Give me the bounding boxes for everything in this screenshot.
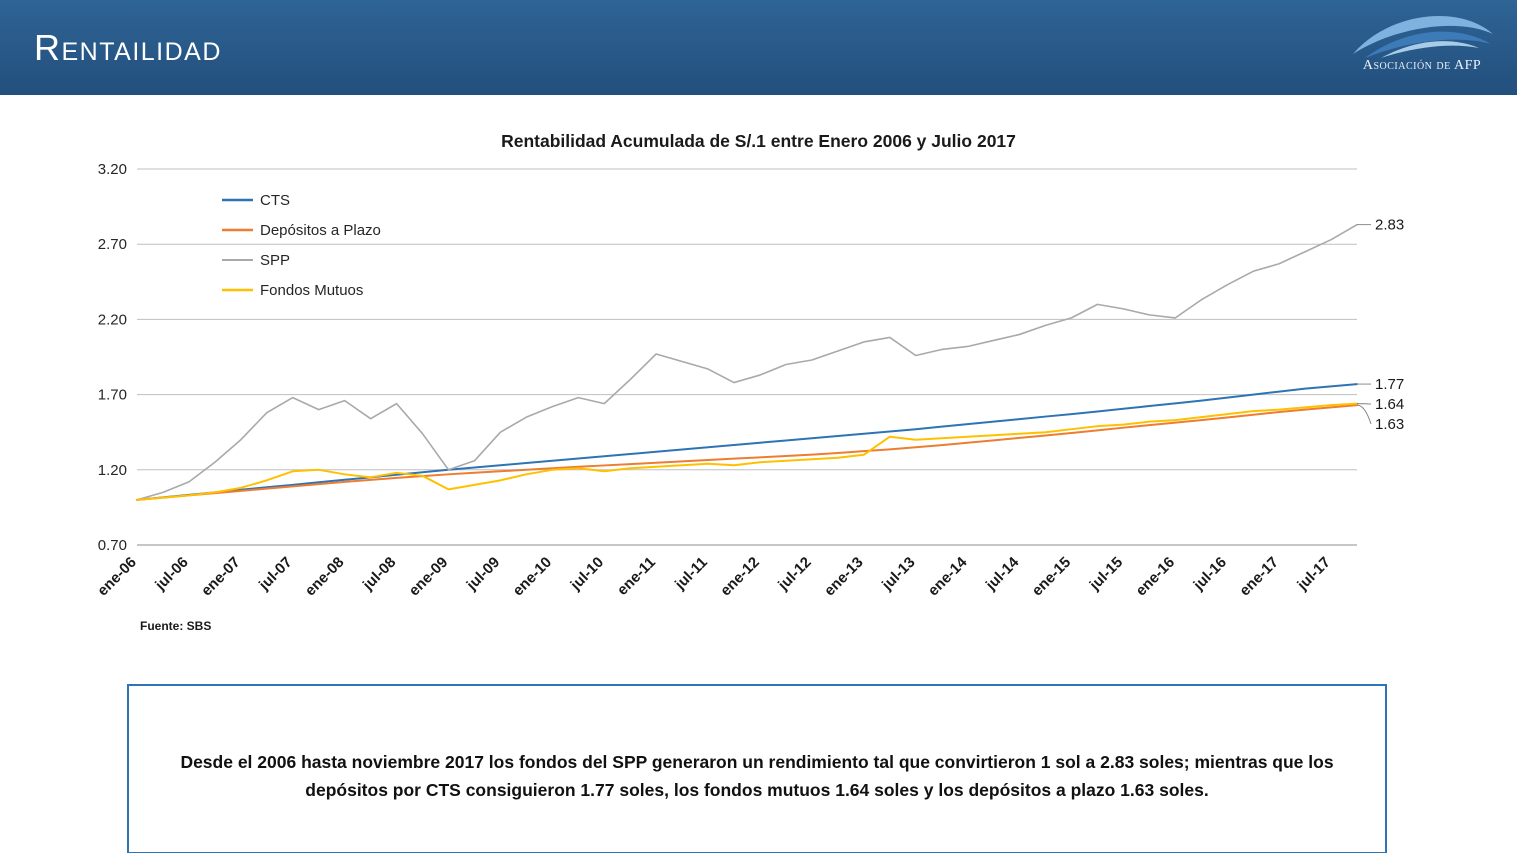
x-tick-label: ene-12 [717, 554, 763, 600]
summary-note-box: Desde el 2006 hasta noviembre 2017 los f… [127, 684, 1387, 853]
legend-label: CTS [260, 192, 290, 209]
series-line-fondos-mutuos [136, 402, 1358, 501]
x-tick-label: ene-14 [925, 553, 971, 599]
x-tick-label: jul-17 [1293, 554, 1333, 594]
series-line-spp [136, 223, 1358, 501]
x-tick-label: jul-07 [255, 554, 295, 594]
afp-logo-text: Asociación de AFP [1362, 58, 1482, 73]
chart-source: Fuente: SBS [140, 619, 212, 633]
y-tick-label: 2.70 [98, 236, 127, 253]
x-tick-label: jul-10 [567, 554, 607, 594]
x-tick-label: jul-15 [1086, 554, 1126, 594]
x-tick-label: ene-13 [821, 554, 867, 600]
x-tick-label: jul-12 [774, 554, 814, 594]
x-tick-label: jul-08 [359, 554, 399, 594]
header-bar: Rentailidad Asociación de AFP [0, 0, 1517, 95]
legend-label: Depósitos a Plazo [260, 222, 381, 239]
series-line-depósitos-a-plazo [136, 404, 1358, 501]
x-tick-label: ene-17 [1236, 554, 1282, 600]
y-tick-label: 2.20 [98, 311, 127, 328]
x-tick-label: jul-13 [878, 554, 918, 594]
x-tick-label: jul-06 [151, 554, 191, 594]
x-tick-label: jul-09 [463, 554, 503, 594]
x-tick-label: ene-16 [1132, 554, 1178, 600]
x-tick-label: ene-08 [302, 554, 348, 600]
x-tick-label: ene-07 [198, 554, 244, 600]
summary-note-text: Desde el 2006 hasta noviembre 2017 los f… [180, 752, 1334, 800]
end-label-leader [1356, 404, 1372, 425]
end-value-label: 2.83 [1375, 217, 1404, 234]
chart-title: Rentabilidad Acumulada de S/.1 entre Ene… [501, 131, 1016, 151]
page-title: Rentailidad [34, 26, 222, 68]
x-tick-label: ene-10 [510, 554, 556, 600]
y-tick-label: 3.20 [98, 161, 127, 178]
y-tick-label: 1.70 [98, 387, 127, 404]
afp-logo: Asociación de AFP [1343, 6, 1501, 90]
series-line-cts [136, 383, 1358, 501]
y-tick-label: 1.20 [98, 462, 127, 479]
x-tick-label: jul-14 [982, 553, 1023, 594]
x-tick-label: ene-06 [94, 554, 140, 600]
x-tick-label: ene-09 [406, 554, 452, 600]
x-tick-label: ene-11 [614, 554, 659, 599]
end-value-label: 1.64 [1375, 396, 1404, 413]
end-value-label: 1.77 [1375, 376, 1404, 393]
end-value-label: 1.63 [1375, 416, 1404, 433]
x-tick-label: jul-16 [1190, 554, 1230, 594]
x-tick-label: ene-15 [1029, 554, 1075, 600]
x-tick-label: jul-11 [671, 554, 711, 594]
y-tick-label: 0.70 [98, 537, 127, 554]
legend-label: SPP [260, 252, 290, 269]
afp-logo-swoosh-icon [1353, 15, 1493, 58]
legend-label: Fondos Mutuos [260, 282, 363, 299]
